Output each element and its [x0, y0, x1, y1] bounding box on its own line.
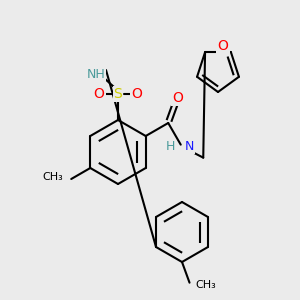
Text: CH₃: CH₃ — [196, 280, 216, 290]
Text: NH: NH — [87, 68, 105, 80]
Text: O: O — [132, 87, 142, 101]
Text: CH₃: CH₃ — [43, 172, 63, 182]
Text: H: H — [165, 140, 175, 153]
Text: N: N — [185, 140, 194, 153]
Text: S: S — [114, 87, 122, 101]
Text: O: O — [172, 91, 183, 105]
Text: O: O — [218, 39, 228, 53]
Text: O: O — [94, 87, 104, 101]
